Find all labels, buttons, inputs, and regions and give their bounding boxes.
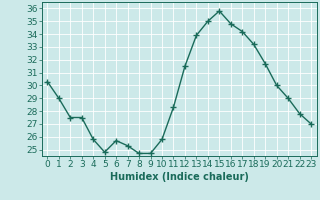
X-axis label: Humidex (Indice chaleur): Humidex (Indice chaleur) bbox=[110, 172, 249, 182]
